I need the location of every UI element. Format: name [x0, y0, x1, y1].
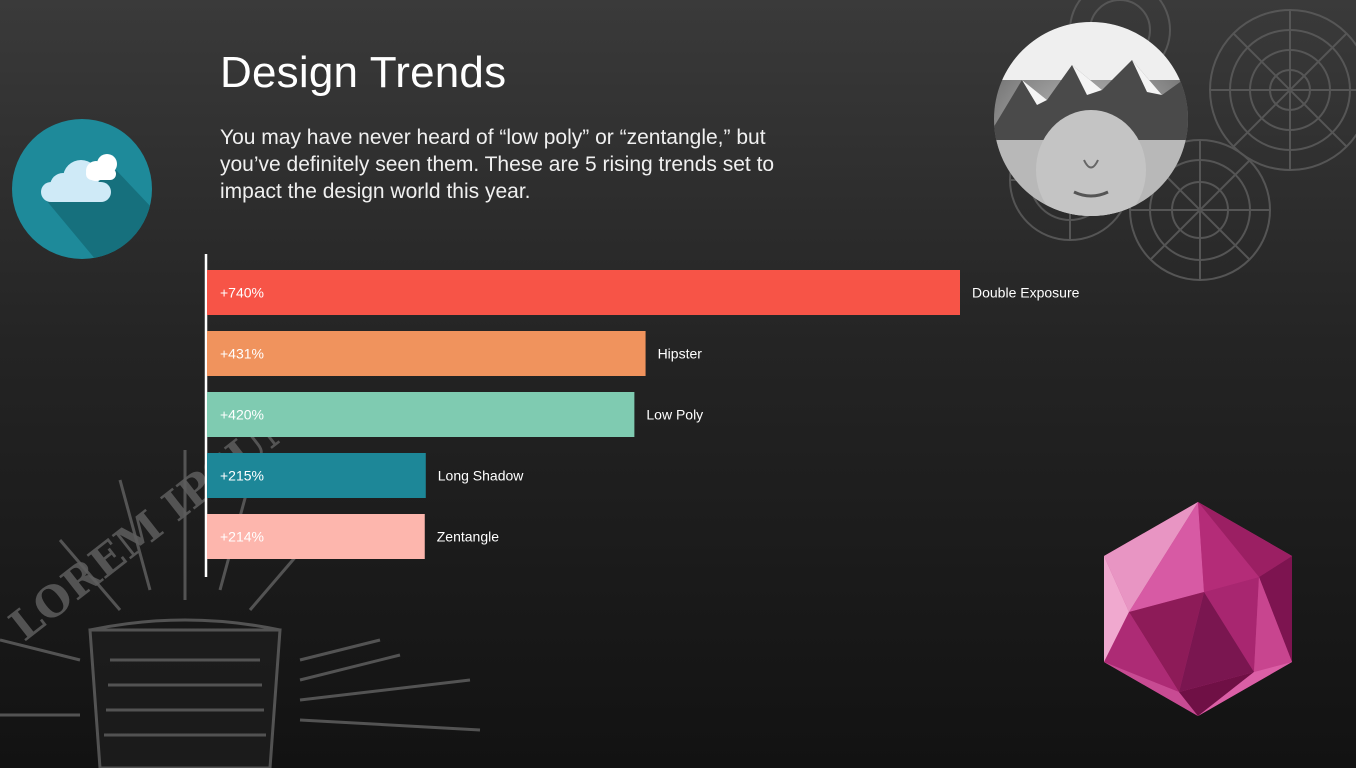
low-poly-gem-decoration: [1104, 502, 1292, 716]
slide-title: Design Trends: [220, 48, 507, 97]
slide-subtitle: You may have never heard of “low poly” o…: [220, 126, 775, 203]
bar-hipster: [207, 331, 646, 376]
category-label: Hipster: [658, 346, 703, 362]
bar-low-poly: [207, 392, 635, 437]
value-label: +214%: [220, 529, 264, 545]
value-label: +215%: [220, 468, 264, 484]
value-label: +420%: [220, 407, 264, 423]
double-exposure-portrait-image: [994, 22, 1188, 216]
bar-zentangle: [207, 514, 425, 559]
value-label: +431%: [220, 346, 264, 362]
category-label: Long Shadow: [438, 468, 525, 484]
category-label: Low Poly: [646, 407, 703, 423]
category-label: Zentangle: [437, 529, 499, 545]
value-label: +740%: [220, 285, 264, 301]
bar-double-exposure: [207, 270, 960, 315]
bar-long-shadow: [207, 453, 426, 498]
category-label: Double Exposure: [972, 285, 1080, 301]
lorem-ipsum-badge-decoration: LOREM IPSUM: [0, 430, 481, 768]
cloud-long-shadow-icon: [12, 119, 152, 259]
